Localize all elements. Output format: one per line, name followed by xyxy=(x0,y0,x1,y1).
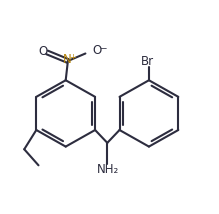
Text: N: N xyxy=(62,54,71,66)
Text: O: O xyxy=(93,44,102,57)
Text: +: + xyxy=(69,53,76,62)
Text: NH₂: NH₂ xyxy=(97,163,120,176)
Text: O: O xyxy=(39,45,48,58)
Text: Br: Br xyxy=(141,55,154,68)
Text: −: − xyxy=(99,43,106,52)
